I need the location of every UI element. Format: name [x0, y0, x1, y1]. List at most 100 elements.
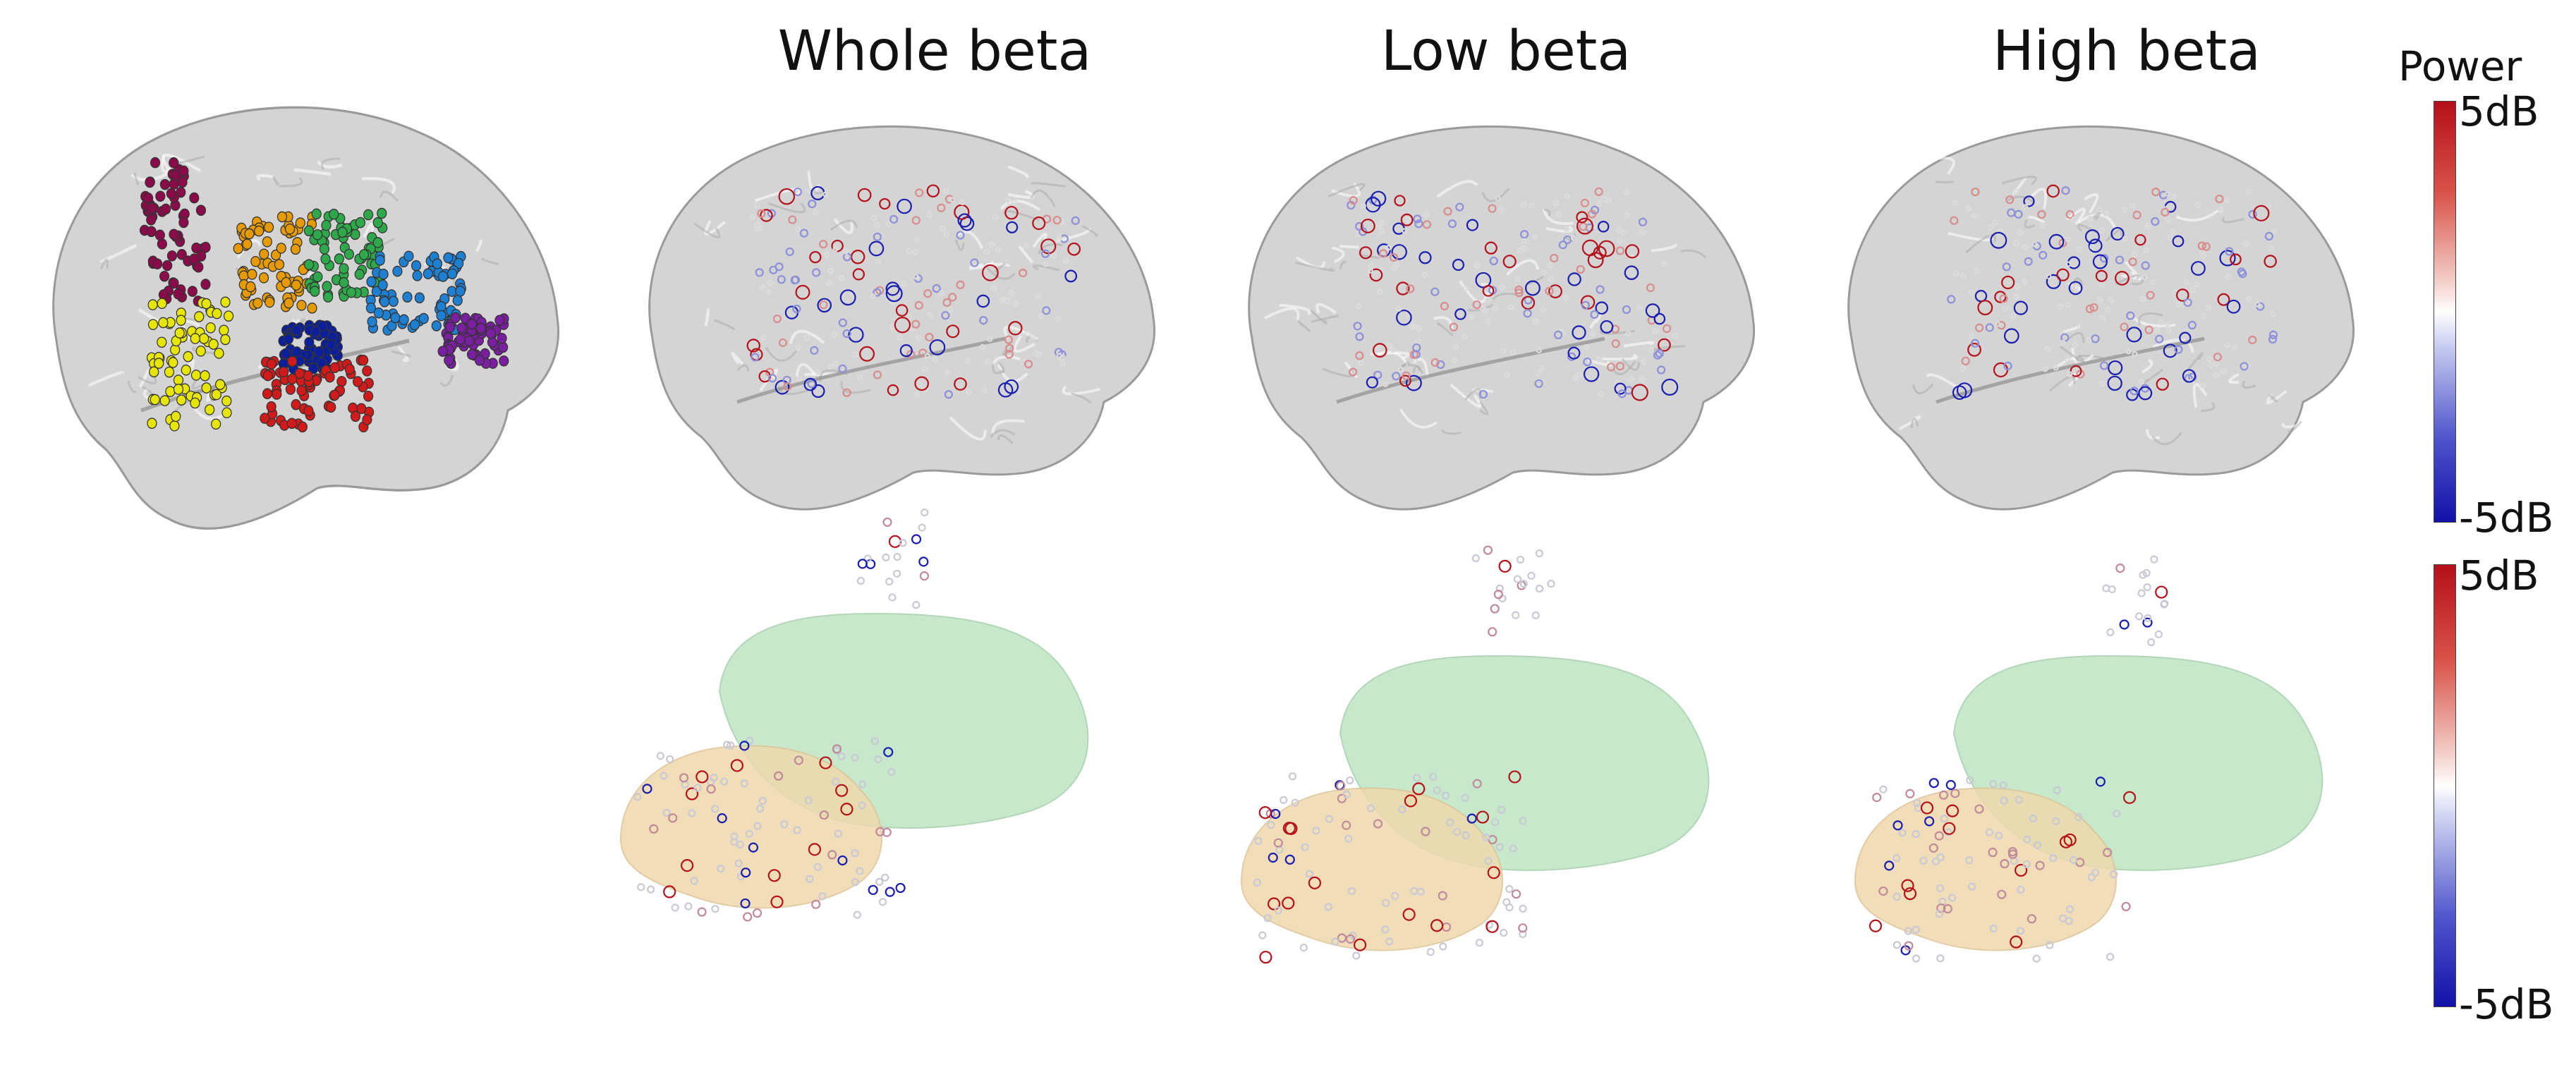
electrode-power	[2022, 244, 2029, 250]
electrode-power	[1399, 375, 1411, 387]
electrode-power	[988, 241, 995, 248]
electrode	[157, 298, 167, 310]
electrode-power	[914, 300, 923, 310]
electrode-power	[1558, 241, 1567, 250]
electrode-power	[1653, 312, 1666, 325]
electrode	[247, 269, 257, 280]
electrode-power	[1511, 889, 1521, 899]
electrode-power	[1989, 924, 1998, 932]
electrode-power	[883, 747, 894, 757]
gyrus-line	[2027, 216, 2046, 224]
electrode-power	[1421, 272, 1428, 279]
electrode-power	[1579, 222, 1588, 231]
electrode-power	[1636, 304, 1643, 310]
brain-low-beta	[1248, 125, 1755, 511]
electrode-power	[938, 290, 944, 296]
electrode-power	[1430, 358, 1440, 367]
electrode-power	[2056, 268, 2070, 281]
electrode-power	[2155, 585, 2168, 599]
electrode-power	[1510, 349, 1517, 355]
gyrus-line	[1399, 408, 1438, 429]
electrode	[474, 355, 485, 366]
electrode	[281, 348, 291, 360]
electrode-power	[2103, 848, 2113, 858]
electrode-power	[813, 209, 819, 216]
electrode	[310, 286, 320, 297]
electrode-power	[1529, 202, 1535, 209]
electrode-power	[1600, 320, 1614, 334]
gyrus-line	[1000, 200, 1040, 212]
electrode	[322, 291, 334, 303]
gyrus-line	[731, 352, 744, 365]
electrode-power	[1892, 892, 1901, 901]
electrode	[146, 226, 157, 238]
electrode	[221, 395, 232, 407]
electrode-power	[2170, 229, 2176, 235]
electrode-power	[2027, 914, 2037, 924]
electrode-power	[956, 280, 965, 289]
electrode-power	[1913, 798, 1921, 808]
electrode-power	[1487, 866, 1500, 880]
electrode	[270, 249, 281, 261]
electrode-power	[873, 221, 880, 229]
electrode	[195, 345, 206, 357]
sulcus-line	[133, 172, 139, 185]
sulcus-line	[2024, 219, 2036, 229]
electrode-power	[1016, 389, 1022, 395]
electrode-power	[1253, 878, 1261, 887]
electrode-power	[785, 247, 794, 257]
electrode-power	[1606, 363, 1616, 372]
electrode-power	[1402, 908, 1416, 921]
electrode-power	[856, 867, 864, 875]
electrode	[372, 217, 383, 229]
electrode	[201, 382, 212, 394]
electrode-power	[1576, 211, 1588, 224]
electrode-power	[2265, 203, 2272, 209]
sulcus-line	[1322, 367, 1355, 377]
electrode-power	[2170, 193, 2177, 200]
gyrus-line	[1264, 307, 1300, 320]
electrode-power	[2268, 334, 2278, 344]
electrode-power	[1598, 391, 1604, 397]
electrode-power	[1999, 781, 2007, 789]
electrode-power	[2269, 311, 2276, 317]
electrode-power	[970, 258, 979, 267]
electrode	[418, 312, 429, 324]
electrode	[166, 250, 178, 262]
electrode-power	[1454, 308, 1466, 320]
electrode-power	[1541, 269, 1547, 276]
electrode-power	[656, 752, 664, 760]
electrode-power	[1461, 793, 1469, 802]
electrode-power	[662, 808, 671, 817]
colorbar-bottom	[2434, 564, 2456, 1007]
electrode-power	[1587, 209, 1597, 219]
electrode-power	[2132, 210, 2141, 220]
electrode-power	[943, 188, 949, 194]
electrode	[499, 355, 509, 367]
gyrus-line	[1019, 245, 1034, 264]
electrode-power	[1616, 238, 1622, 244]
electrode-power	[853, 911, 861, 919]
electrode-power	[2022, 278, 2028, 285]
electrode-power	[840, 803, 853, 816]
colorbar-label: Power	[2398, 42, 2522, 90]
electrode-power	[2122, 791, 2137, 804]
gyrus-line	[256, 174, 273, 181]
sulcus-line	[990, 429, 1016, 438]
electrode	[363, 209, 374, 221]
electrode-power	[804, 294, 810, 300]
electrode-power	[919, 571, 929, 581]
electrode	[276, 243, 286, 254]
electrode-power	[946, 324, 960, 339]
electrode-power	[1596, 356, 1602, 363]
electrode-power	[2220, 368, 2227, 375]
gyrus-line	[1370, 351, 1410, 360]
electrode-power	[1352, 951, 1361, 960]
electrode-power	[2144, 224, 2150, 231]
electrode-power	[1430, 919, 1444, 932]
electrode	[355, 217, 366, 229]
electrode	[371, 286, 382, 298]
electrode	[354, 269, 365, 280]
electrode-power	[1489, 256, 1498, 266]
tan-structure	[1854, 787, 2117, 951]
